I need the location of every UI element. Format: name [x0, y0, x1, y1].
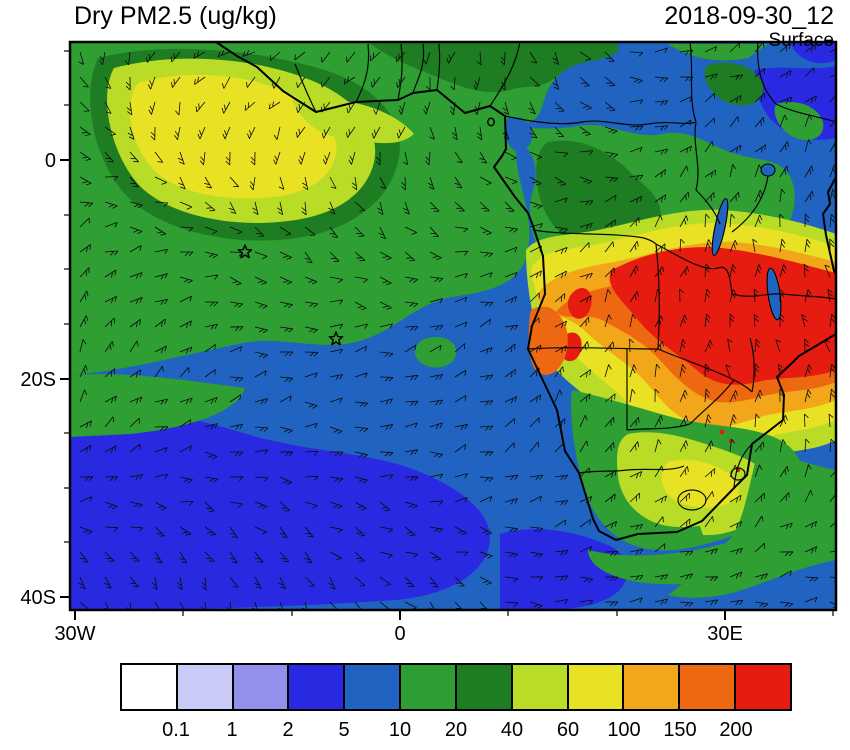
field-angola-coast-orange	[528, 306, 568, 375]
colorbar-swatch	[120, 663, 178, 711]
field-south-atlantic-low	[70, 410, 491, 610]
field-ne-green-a	[668, 44, 768, 61]
colorbar-swatch	[343, 663, 402, 711]
field-ethiopia-darkgreen	[704, 62, 764, 106]
y-axis-label-20s: 20S	[20, 369, 56, 391]
colorbar-swatch	[622, 663, 681, 711]
colorbar-swatch	[734, 663, 792, 711]
colorbar-label: 200	[719, 719, 753, 741]
colorbar-swatch	[175, 663, 234, 711]
colorbar-swatch	[399, 663, 457, 711]
map-chart: 0 20S 40S 30W 0 30E	[20, 40, 838, 645]
colorbar-swatch	[287, 663, 346, 711]
colorbar-swatch	[510, 663, 569, 711]
colorbar-swatches	[120, 663, 792, 711]
field-bight-blue-notch	[505, 116, 533, 152]
field-sa-red-spot	[719, 429, 725, 435]
colorbar-labels: 0.1 1 2 5 10 20 40 60 100 150 200	[120, 711, 792, 741]
coastlines	[215, 42, 836, 541]
colorbar-swatch	[566, 663, 625, 711]
colorbar-label: 2	[282, 719, 294, 741]
star-marker	[237, 244, 253, 259]
east-africa-coastline	[822, 176, 836, 275]
field-sa-yellow	[661, 459, 740, 508]
field-midocean-green-a	[344, 288, 389, 323]
colorbar-label: 100	[607, 719, 641, 741]
field-nw-plume-yellow	[130, 74, 337, 199]
country-borders	[294, 42, 836, 511]
x-axis-label-30w: 30W	[54, 623, 95, 645]
x-axis-ticks	[74, 610, 834, 620]
x-axis-label-30e: 30E	[707, 623, 743, 645]
y-axis-ticks	[60, 50, 70, 598]
bioko-island	[487, 117, 495, 127]
field-ne-corner-low	[790, 42, 836, 64]
colorbar-label: 1	[226, 719, 238, 741]
valid-time: 2018-09-30_12	[664, 2, 834, 30]
colorbar-swatch	[678, 663, 737, 711]
star-markers	[237, 244, 344, 346]
field-south-central-low	[500, 529, 627, 610]
colorbar-label: 40	[500, 719, 524, 741]
colorbar-label: 10	[388, 719, 412, 741]
field-midocean-green-b	[414, 336, 457, 368]
pm25-field	[70, 42, 836, 610]
colorbar: 0.1 1 2 5 10 20 40 60 100 150 200	[120, 663, 792, 749]
colorbar-label: 5	[338, 719, 350, 741]
map-frame	[68, 40, 838, 612]
colorbar-label: 60	[556, 719, 580, 741]
field-red-streak-a	[567, 287, 592, 319]
colorbar-swatch	[454, 663, 513, 711]
lake-victoria	[760, 163, 776, 177]
lake-tanganyika	[711, 198, 729, 256]
colorbar-swatch	[231, 663, 290, 711]
x-axis-label-0: 0	[394, 623, 405, 645]
field-south-coast-green	[588, 510, 801, 585]
colorbar-label: 20	[444, 719, 468, 741]
page-title: Dry PM2.5 (ug/kg)	[74, 2, 277, 30]
colorbar-label: 0.1	[162, 719, 190, 741]
field-ne-green-b	[774, 102, 824, 141]
africa-coastline	[215, 42, 836, 541]
level-label: Surface	[768, 30, 834, 51]
wind-barbs	[78, 42, 836, 610]
y-axis-label-0: 0	[45, 150, 56, 172]
colorbar-label: 150	[663, 719, 697, 741]
star-marker	[328, 331, 344, 346]
y-axis-label-40s: 40S	[20, 587, 56, 609]
